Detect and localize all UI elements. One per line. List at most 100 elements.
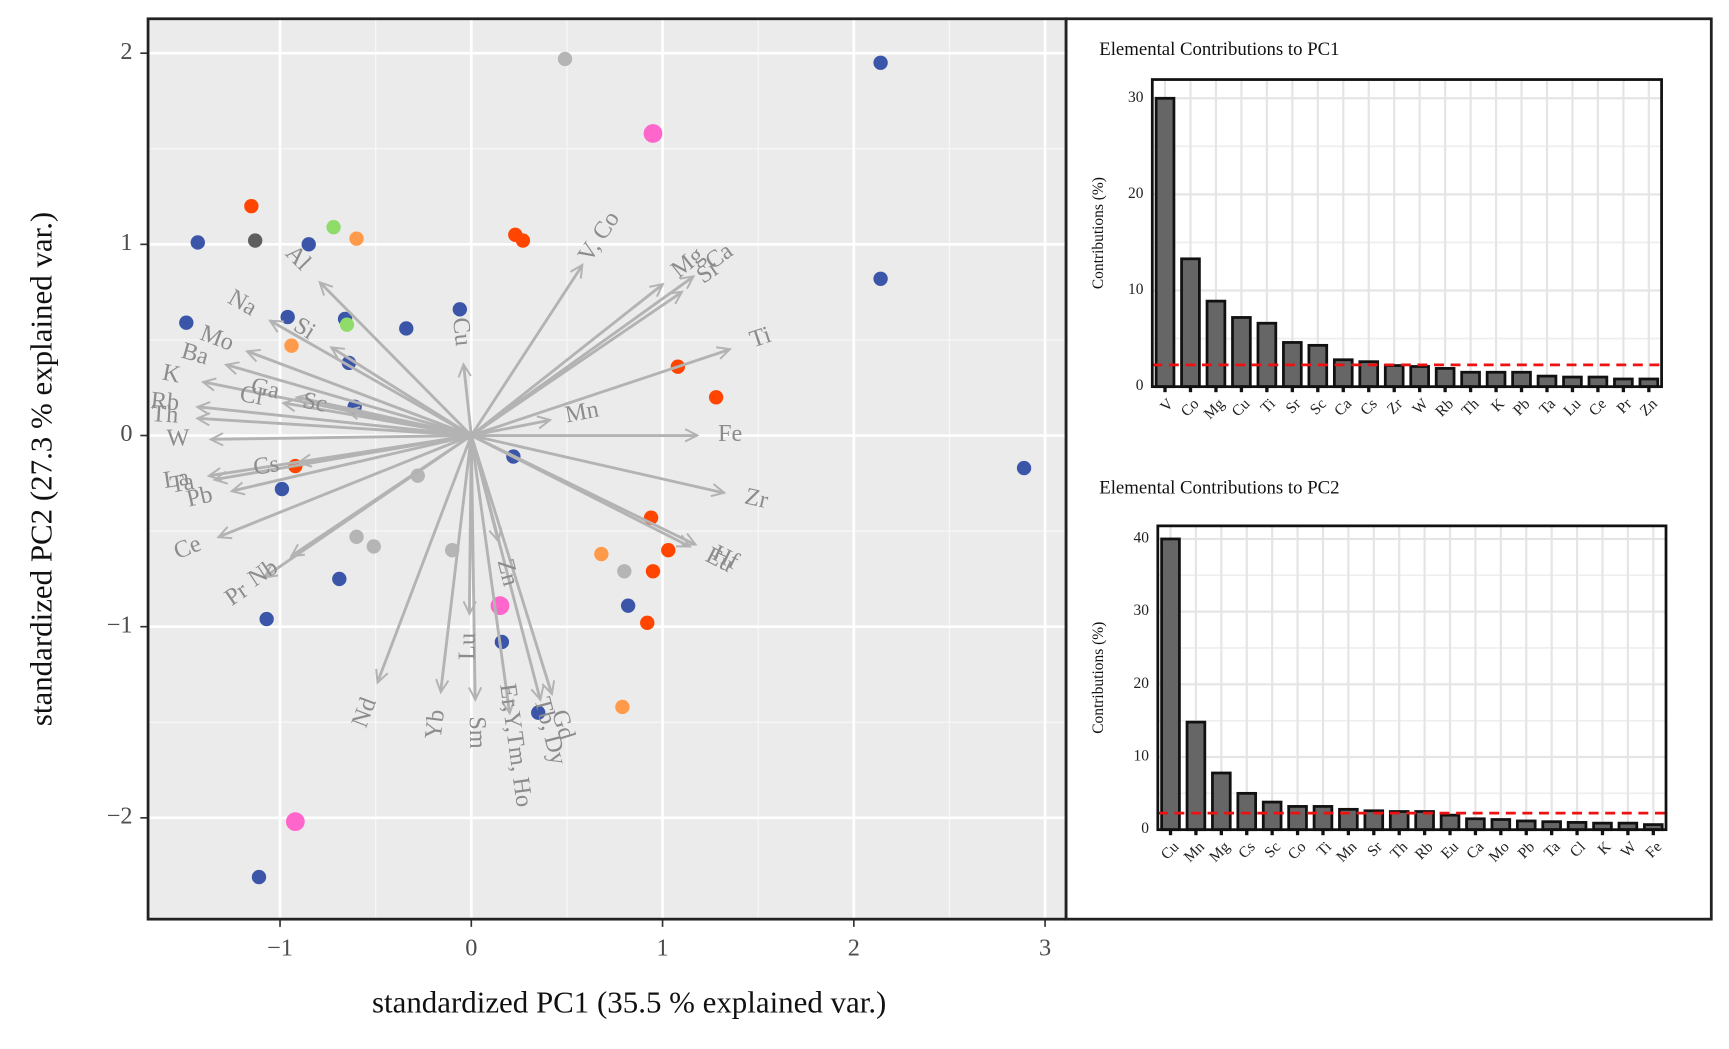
y-tick-label: 10 — [1134, 748, 1150, 765]
y-tick-label: 0 — [1141, 820, 1149, 837]
y-tick-label: 10 — [1128, 281, 1144, 298]
loading-arrow — [318, 280, 473, 437]
loading-arrow — [470, 275, 696, 437]
point — [620, 598, 636, 613]
bar — [1465, 817, 1486, 832]
bar — [1160, 537, 1181, 832]
point — [349, 529, 364, 545]
point — [399, 321, 414, 336]
loading-arrow — [244, 348, 472, 437]
bar — [1312, 805, 1334, 832]
arrow-label: Pb — [184, 481, 215, 513]
y-axis-label: Contributions (%) — [1090, 177, 1107, 289]
y-tick-label: 20 — [1134, 675, 1150, 692]
bar-panel — [1152, 79, 1662, 387]
loading-arrow — [471, 415, 553, 437]
bar — [1205, 299, 1227, 389]
loading-arrow — [344, 406, 472, 437]
bar — [1261, 800, 1283, 832]
loading-arrow — [470, 263, 584, 437]
arrow-label: Zn — [492, 556, 525, 589]
point — [259, 611, 274, 627]
bar — [1587, 375, 1609, 389]
point — [332, 571, 347, 587]
bar — [1154, 96, 1176, 389]
arrow-label: Cs — [251, 450, 281, 481]
loading-arrow — [469, 435, 503, 544]
arrow-label: Th — [151, 400, 180, 429]
arrow-label: K — [160, 359, 183, 389]
point — [274, 481, 290, 497]
bar — [1236, 791, 1258, 832]
loading-arrow — [195, 412, 472, 437]
arrow-label: Cl — [238, 380, 265, 411]
bar-frame — [1150, 78, 1663, 389]
point — [515, 233, 531, 248]
bar — [1460, 370, 1481, 389]
loading-arrow — [462, 435, 477, 616]
y-axis-label: standardized PC2 (27.3 % explained var.) — [23, 212, 58, 726]
loading-arrow — [212, 434, 472, 485]
y-tick-label: 30 — [1128, 89, 1144, 106]
loading-arrow — [375, 435, 473, 685]
bar — [1383, 364, 1405, 389]
loading-arrow — [470, 346, 732, 437]
x-tick-label: 3 — [1039, 935, 1051, 962]
right-panel-frame — [1064, 17, 1713, 921]
y-tick-label: −1 — [107, 611, 133, 638]
x-tick-label: 2 — [848, 935, 860, 962]
loading-arrow — [470, 282, 665, 437]
point — [326, 219, 341, 235]
loading-arrow — [469, 435, 516, 716]
y-tick-label: −2 — [107, 802, 133, 829]
bar — [1490, 818, 1512, 832]
bar — [1536, 374, 1558, 389]
arrow-label: Mn — [563, 396, 601, 429]
loading-arrow — [216, 434, 472, 540]
loading-arrow — [435, 435, 473, 695]
y-tick-label: 1 — [120, 229, 132, 256]
y-tick-label: 2 — [120, 38, 132, 65]
y-tick-label: 30 — [1134, 602, 1150, 619]
point — [617, 564, 632, 579]
point — [873, 55, 888, 70]
bar-chart-title: Elemental Contributions to PC2 — [1099, 478, 1339, 499]
loading-arrow — [268, 319, 473, 437]
loading-arrow — [195, 401, 472, 437]
bar — [1231, 316, 1252, 389]
point — [643, 124, 663, 143]
loading-arrow — [229, 434, 472, 496]
point — [339, 317, 355, 332]
bar — [1562, 375, 1583, 389]
bar — [1434, 367, 1456, 389]
loading-arrow — [208, 432, 472, 447]
loading-arrow — [470, 434, 698, 546]
point — [247, 233, 263, 248]
point — [557, 51, 573, 67]
point — [190, 235, 205, 250]
loading-arrow — [262, 434, 473, 579]
x-axis-label: standardized PC1 (35.5 % explained var.) — [372, 984, 886, 1019]
arrow-label: Yb — [420, 708, 450, 741]
bar — [1409, 365, 1430, 389]
point — [594, 546, 609, 562]
point — [280, 309, 295, 325]
arrow-label: Ga — [249, 372, 283, 404]
y-tick-label: 0 — [120, 420, 132, 447]
point — [661, 543, 676, 558]
point — [708, 390, 724, 405]
bar-panel — [1157, 525, 1667, 830]
arrow-label: Ta — [168, 468, 196, 499]
arrow-label: Rb — [150, 387, 181, 417]
point — [366, 539, 381, 554]
arrow-label: Cu — [447, 316, 477, 347]
point — [640, 615, 655, 631]
biplot-panel — [148, 18, 1067, 920]
arrow-label: Fe — [718, 420, 742, 447]
y-tick-label: 0 — [1136, 377, 1144, 394]
point — [301, 237, 316, 252]
arrow-label: La — [161, 463, 191, 494]
point — [349, 231, 364, 246]
arrow-label: Sc — [300, 387, 329, 418]
